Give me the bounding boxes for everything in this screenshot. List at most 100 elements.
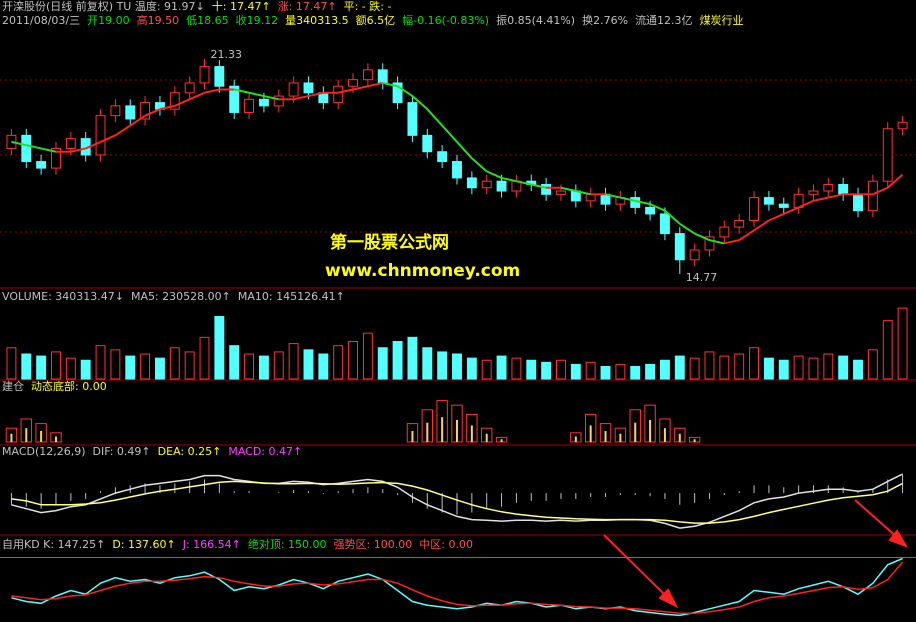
candle-body	[36, 161, 47, 169]
header-text: 涨: 17.47↑	[278, 0, 337, 13]
volume-bar	[377, 347, 388, 380]
k-line	[11, 557, 903, 617]
ma-line	[575, 190, 591, 196]
header-text: 自用KD K: 147.25↑	[2, 538, 105, 551]
volume-bar	[229, 345, 240, 380]
candle-body	[704, 236, 715, 251]
volume-bar	[853, 359, 863, 380]
header-text: MACD: 0.47↑	[228, 445, 302, 458]
header-text: 流通12.3亿	[635, 13, 693, 27]
volume-bar	[348, 341, 358, 380]
ma-line	[456, 141, 473, 159]
ma-line	[11, 140, 27, 147]
ma-line	[189, 91, 205, 101]
arrow	[854, 499, 899, 539]
candle-body	[496, 180, 507, 192]
volume-bar	[689, 357, 700, 380]
volume-bar	[630, 366, 641, 380]
volume-bar	[273, 351, 284, 380]
dea-line	[11, 480, 903, 524]
header-text: J: 166.54↑	[182, 538, 241, 551]
candle-body	[659, 213, 670, 235]
candle-body	[853, 193, 863, 212]
volume-bar	[659, 359, 670, 380]
volume-bar	[65, 357, 76, 380]
watermark: 第一股票公式网	[330, 232, 449, 253]
volume-bar	[615, 363, 626, 380]
header-text: MA5: 230528.00↑	[131, 290, 231, 303]
header-text: VOLUME: 340313.47↓	[2, 290, 124, 303]
header-text: D: 137.60↑	[112, 538, 175, 551]
arrows	[603, 499, 909, 609]
volume-bar	[422, 347, 433, 380]
header-text: 高19.50	[137, 13, 180, 27]
volume-bar	[303, 349, 314, 380]
candle-body	[110, 105, 121, 117]
ma-line	[40, 147, 57, 153]
volume-bar	[511, 357, 522, 380]
header-text: 换2.76%	[582, 13, 628, 27]
candle-body	[541, 183, 552, 195]
ma-line	[635, 199, 651, 206]
candle-body	[823, 183, 834, 192]
ma-line	[85, 140, 101, 150]
ma-line	[129, 114, 146, 127]
ma-line	[783, 206, 800, 215]
ma-line	[70, 147, 86, 153]
ma-line	[114, 124, 131, 137]
d-line	[11, 561, 904, 614]
volume-bar	[95, 345, 106, 380]
volume-bar	[793, 355, 804, 380]
ma-line	[516, 180, 532, 186]
candle-body	[95, 115, 106, 156]
volume-bar	[125, 355, 136, 380]
volume-bar	[867, 349, 878, 380]
header-text: DEA: 0.25↑	[158, 445, 222, 458]
ma-line	[471, 157, 488, 173]
ma-line	[411, 95, 428, 110]
header-text: 2011/08/03/三	[2, 14, 80, 27]
header-text: 开滦股份(日线 前复权) TU 温度: 91.97↓	[2, 0, 205, 13]
ma-line	[26, 144, 42, 150]
arrow	[603, 534, 669, 599]
volume-bar	[466, 357, 477, 380]
candle-body	[466, 177, 477, 189]
volume-bar	[36, 355, 47, 380]
ma-line	[724, 239, 740, 245]
candle-body	[452, 161, 462, 179]
volume-bar	[749, 347, 760, 380]
candle-body	[734, 220, 745, 228]
candle-body	[258, 98, 269, 107]
ma-line	[531, 183, 547, 189]
volume-bar	[244, 353, 255, 380]
volume-bar	[556, 359, 566, 380]
candle-body	[778, 203, 789, 208]
candle-body	[333, 85, 344, 104]
volume-bar	[570, 363, 581, 380]
candle-body	[689, 249, 700, 261]
candle-body	[481, 180, 492, 189]
header-text: MA10: 145126.41↑	[238, 290, 345, 303]
candle-body	[229, 85, 240, 113]
volume-bar	[407, 336, 418, 380]
volume-bar	[362, 332, 373, 380]
ma-line	[367, 81, 383, 88]
ma-line	[813, 196, 829, 202]
header-text: 动态底部: 0.00	[31, 379, 107, 393]
volume-bar	[333, 345, 344, 380]
volume-bar	[719, 355, 730, 380]
volume-bar	[526, 359, 537, 380]
volume-bar	[392, 341, 403, 380]
volume-bar	[838, 355, 849, 380]
candle-body	[65, 138, 76, 149]
candle-body	[897, 121, 908, 130]
volume-bar	[541, 361, 552, 380]
watermark: www.chnmoney.com	[325, 261, 520, 281]
volume-bar	[452, 353, 462, 380]
ma-line	[159, 104, 176, 111]
volume-bar	[704, 351, 715, 380]
volume-bar	[763, 357, 774, 380]
volume-bar	[674, 355, 685, 380]
candle-body	[645, 206, 656, 215]
ma-line	[486, 170, 502, 179]
